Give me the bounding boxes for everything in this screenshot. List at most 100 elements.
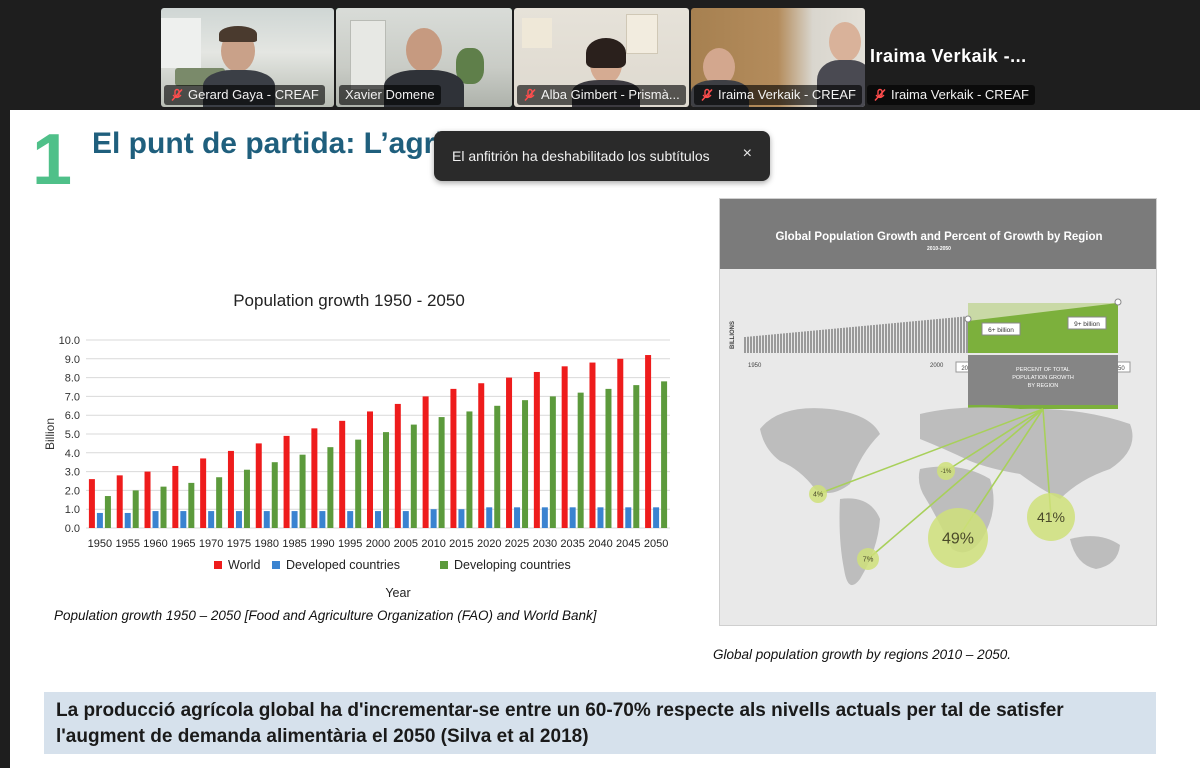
infographic-title: Global Population Growth and Percent of … <box>775 231 1103 243</box>
x-tick-label: 1970 <box>199 538 223 550</box>
bar-developed-countries <box>402 511 409 528</box>
population-bar <box>750 336 752 353</box>
callout-label: 9+ billion <box>1074 321 1100 328</box>
participant-name: Iraima Verkaik - CREAF <box>694 85 862 105</box>
population-bar <box>891 323 893 353</box>
x-tick-label: 2030 <box>533 538 557 550</box>
x-label: 2050 <box>1111 366 1125 372</box>
bar-developed-countries <box>514 507 521 528</box>
legend-swatch <box>440 561 448 569</box>
shared-slide: 1 El punt de partida: L’agricultura està… <box>10 110 1200 768</box>
bar-world <box>367 411 373 528</box>
bar-world <box>255 443 262 528</box>
population-bar <box>933 319 935 353</box>
x-tick-label: 1980 <box>255 538 279 550</box>
bar-developing-countries <box>577 392 584 528</box>
avatar <box>829 22 861 62</box>
growth-ray <box>867 408 1044 560</box>
callout-box <box>1067 316 1107 330</box>
population-bar <box>852 326 854 353</box>
x-tick-label: 2010 <box>421 538 445 550</box>
population-bar <box>924 320 926 353</box>
population-bar <box>957 317 959 353</box>
population-bar <box>822 329 824 353</box>
x-tick-label: 2000 <box>366 538 390 550</box>
population-bar <box>816 330 818 353</box>
population-bar <box>825 329 827 353</box>
population-bar <box>795 332 797 353</box>
legend-label: World <box>228 558 260 572</box>
hair <box>586 38 626 68</box>
bar-world <box>144 471 151 528</box>
y-tick-label: 2.0 <box>65 485 80 497</box>
population-bar <box>861 326 863 353</box>
y-tick-label: 8.0 <box>65 373 80 385</box>
y-tick-label: 5.0 <box>65 429 80 441</box>
participant-strip: Gerard Gaya - CREAF Xavier Domene Alba G… <box>0 0 1200 108</box>
slide-number: 1 <box>32 120 73 200</box>
y-tick-label: 0.0 <box>65 523 80 535</box>
population-bar <box>879 324 881 353</box>
participant-tile[interactable]: Alba Gimbert - Prismà... <box>514 8 689 107</box>
participant-tile[interactable]: Iraima Verkaik - CREAF <box>867 82 1039 107</box>
participant-tile-active[interactable]: Xavier Domene <box>336 8 512 107</box>
growth-ray <box>817 408 1044 495</box>
bar-developed-countries <box>124 512 131 528</box>
bar-world <box>116 475 123 528</box>
population-bar <box>783 333 785 353</box>
population-bar <box>768 334 770 353</box>
population-bar <box>921 320 923 353</box>
region-percent-label: 49% <box>942 531 974 548</box>
bar-developing-countries <box>299 454 306 528</box>
bar-developing-countries <box>327 447 334 528</box>
population-bar <box>864 325 866 353</box>
participant-tile[interactable]: Iraima Verkaik - CREAF <box>691 8 865 107</box>
bar-developed-countries <box>597 507 604 528</box>
x-label: 1950 <box>748 363 762 369</box>
x-tick-label: 2025 <box>505 538 529 550</box>
population-bar <box>888 323 890 353</box>
population-bar <box>774 334 776 353</box>
population-bar <box>885 323 887 353</box>
bar-developed-countries <box>625 507 632 528</box>
y-tick-label: 7.0 <box>65 391 80 403</box>
population-bar <box>762 335 764 353</box>
population-bar <box>915 321 917 353</box>
callout-box <box>981 322 1021 336</box>
participant-tile[interactable]: Gerard Gaya - CREAF <box>161 8 334 107</box>
population-bar <box>912 321 914 353</box>
legend-label: Developed countries <box>286 558 400 572</box>
x-tick-label: 2015 <box>449 538 473 550</box>
mic-muted-icon <box>171 88 183 102</box>
x-tick-label: 2020 <box>477 538 501 550</box>
bar-world <box>561 366 568 528</box>
captions-disabled-toast: El anfitrión ha deshabilitado los subtít… <box>434 131 770 181</box>
x-tick-label: 2005 <box>394 538 418 550</box>
participant-name: Gerard Gaya - CREAF <box>164 85 325 105</box>
x-tick-label: 2045 <box>616 538 640 550</box>
close-icon[interactable]: × <box>742 145 752 162</box>
bar-developing-countries <box>216 477 223 528</box>
percent-box-text: BY REGION <box>1028 383 1058 389</box>
bar-developed-countries <box>152 511 159 528</box>
population-bar <box>798 331 800 353</box>
bar-world <box>645 355 652 528</box>
bar-world <box>617 358 624 528</box>
population-bar <box>966 316 968 353</box>
bar-developing-countries <box>438 417 445 528</box>
bar-world <box>172 465 179 528</box>
bar-developing-countries <box>605 388 612 528</box>
population-bar <box>819 330 821 353</box>
poster-decor <box>626 14 658 54</box>
hair <box>219 26 257 42</box>
chart-caption: Population growth 1950 – 2050 [Food and … <box>54 608 597 623</box>
bar-developing-countries <box>494 405 501 528</box>
marker-2010 <box>964 315 972 323</box>
region-percent-label: 41% <box>1037 509 1065 525</box>
population-bar <box>840 328 842 353</box>
bar-developing-countries <box>104 496 111 528</box>
australia-shape <box>1070 536 1120 569</box>
bar-world <box>589 362 596 528</box>
x-tick-label: 1950 <box>88 538 112 550</box>
